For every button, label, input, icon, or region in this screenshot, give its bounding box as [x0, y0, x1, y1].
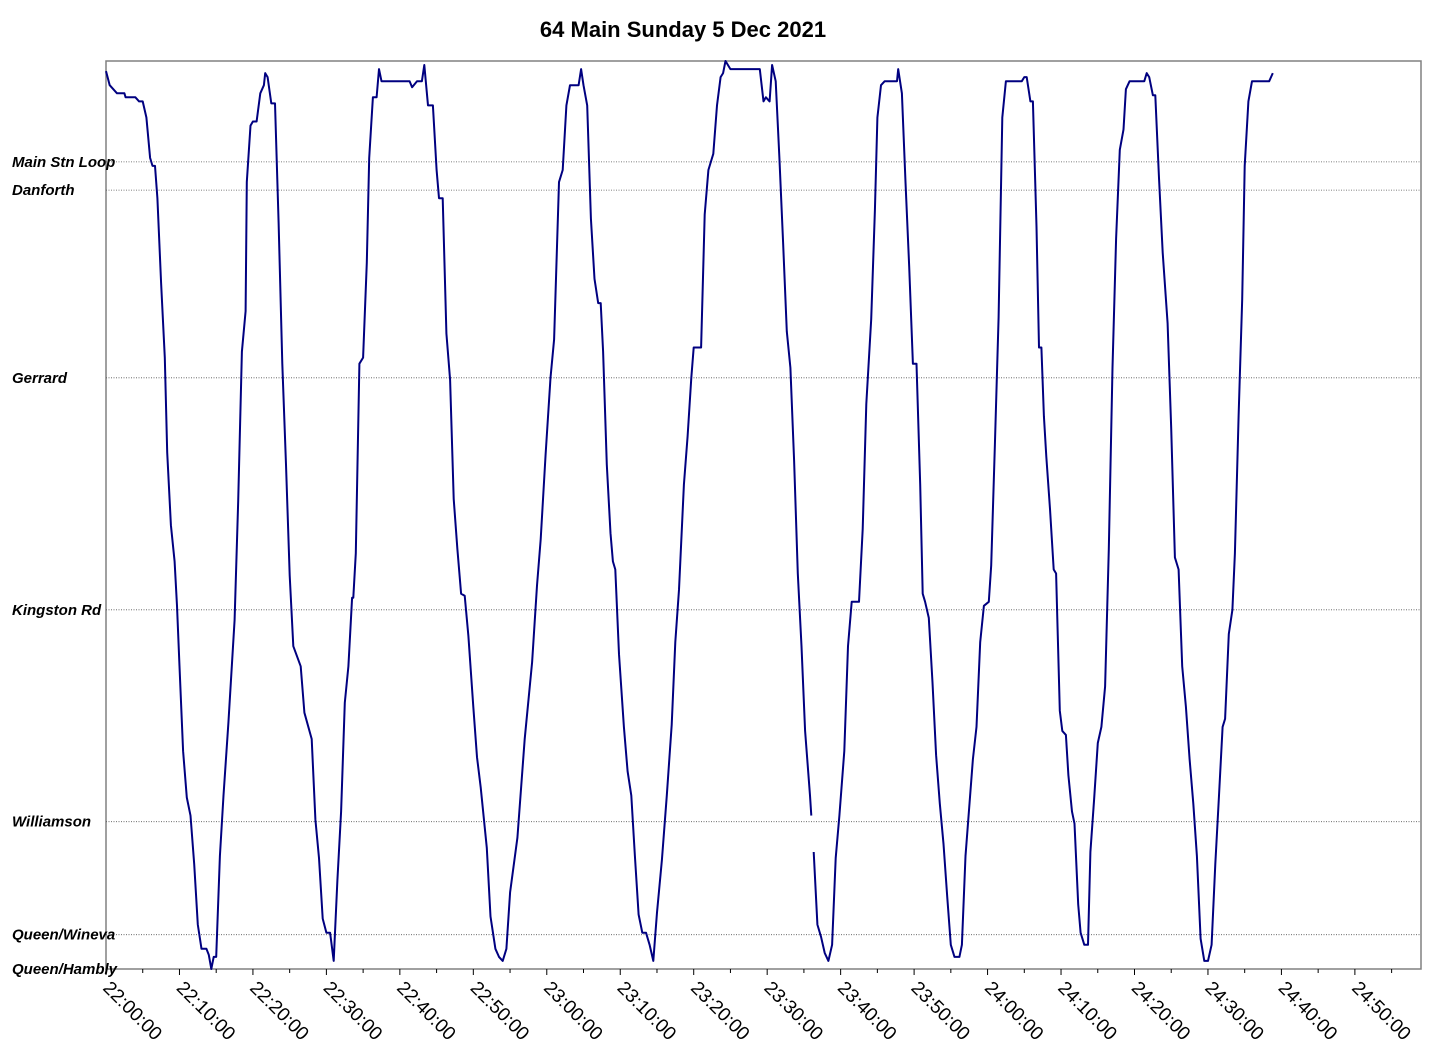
x-tick-label: 23:00:00	[539, 978, 606, 1045]
x-tick-label: 22:10:00	[172, 978, 239, 1045]
stop-label: Gerrard	[12, 370, 68, 387]
x-tick-label: 23:40:00	[833, 978, 900, 1045]
plot-area	[105, 60, 1422, 970]
series-line	[812, 68, 1274, 962]
x-tick-label: 23:20:00	[686, 978, 753, 1045]
x-tick-label: 24:20:00	[1127, 978, 1194, 1045]
x-tick-label: 22:20:00	[245, 978, 312, 1045]
stop-label: Kingston Rd	[12, 602, 102, 619]
gridlines	[106, 161, 1421, 936]
x-tick-label: 22:50:00	[466, 978, 533, 1045]
stop-label: Williamson	[12, 814, 91, 831]
series-line	[105, 60, 813, 970]
series	[105, 60, 1274, 970]
stop-label: Queen/Wineva	[12, 927, 115, 944]
chart-title: 64 Main Sunday 5 Dec 2021	[540, 17, 826, 42]
x-tick-label: 24:00:00	[980, 978, 1047, 1045]
x-tick-label: 23:50:00	[907, 978, 974, 1045]
stop-label: Main Stn Loop	[12, 154, 115, 171]
x-tick-label: 23:10:00	[613, 978, 680, 1045]
x-tick-label: 22:40:00	[392, 978, 459, 1045]
x-axis: 22:00:00 22:10:00 22:20:00 22:30:00 22:40:00…	[98, 969, 1415, 1045]
x-tick-label: 22:30:00	[319, 978, 386, 1045]
stop-label: Queen/Hambly	[12, 961, 118, 978]
x-tick-label: 24:30:00	[1200, 978, 1267, 1045]
stop-labels: Main Stn Loop Danforth Gerrard Kingston Rd W…	[12, 154, 118, 978]
x-tick-label: 24:10:00	[1053, 978, 1120, 1045]
stop-label: Danforth	[12, 182, 75, 199]
x-tick-label: 23:30:00	[760, 978, 827, 1045]
x-tick-label: 22:00:00	[98, 978, 165, 1045]
x-tick-label: 24:50:00	[1347, 978, 1414, 1045]
x-tick-label: 24:40:00	[1274, 978, 1341, 1045]
